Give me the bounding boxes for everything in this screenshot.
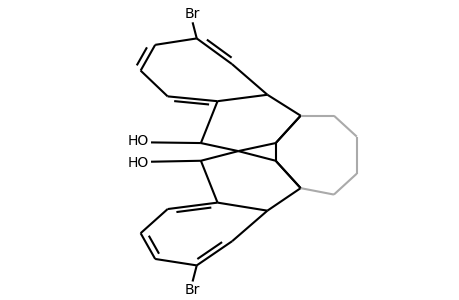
Text: Br: Br — [185, 283, 200, 297]
Text: Br: Br — [185, 7, 200, 21]
Text: HO: HO — [127, 156, 148, 170]
Text: HO: HO — [127, 134, 148, 148]
